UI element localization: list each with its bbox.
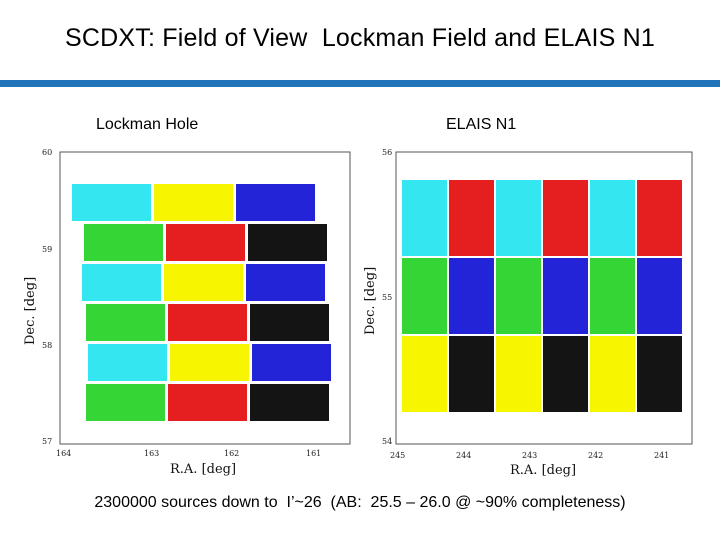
elais-ytick-56: 56: [382, 148, 392, 157]
elais-ytick-55: 55: [382, 293, 392, 302]
elais-tile-r1-c2: [449, 180, 494, 256]
elais-tile-r2-c2: [449, 258, 494, 334]
lockman-tile-r6-c2: [168, 384, 247, 421]
elais-tile-r3-c2: [449, 336, 494, 412]
elais-tile-r2-c3: [496, 258, 541, 334]
lockman-ytick-58: 58: [42, 341, 52, 350]
lockman-tile-r6-c1: [86, 384, 165, 421]
elais-xtick-244: 244: [456, 451, 471, 460]
lockman-ytick-57: 57: [42, 437, 52, 446]
lockman-tile-r4-c2: [168, 304, 247, 341]
lockman-tile-r2-c3: [248, 224, 327, 261]
lockman-ytick-60: 60: [42, 148, 52, 157]
elais-tile-r2-c1: [402, 258, 447, 334]
lockman-tile-r1-c2: [154, 184, 233, 221]
lockman-ytick-59: 59: [42, 245, 52, 254]
lockman-xtick-161: 161: [306, 449, 321, 458]
lockman-hole-label: Lockman Hole: [96, 116, 199, 133]
lockman-xtick-162: 162: [224, 449, 239, 458]
lockman-tile-r6-c3: [250, 384, 329, 421]
elais-n1-label: ELAIS N1: [446, 116, 517, 133]
elais-xtick-242: 242: [588, 451, 603, 460]
slide-title: SCDXT: Field of View Lockman Field and E…: [65, 24, 655, 52]
lockman-tile-r4-c1: [86, 304, 165, 341]
elais-tile-r1-c1: [402, 180, 447, 256]
lockman-tile-r3-c2: [164, 264, 243, 301]
elais-tile-r1-c4: [543, 180, 588, 256]
elais-tile-r3-c6: [637, 336, 682, 412]
elais-tile-r1-c5: [590, 180, 635, 256]
title-divider: [0, 80, 720, 87]
lockman-tile-r4-c3: [250, 304, 329, 341]
lockman-tile-r1-c3: [236, 184, 315, 221]
elais-tile-r2-c6: [637, 258, 682, 334]
elais-n1-plot: 56 55 54 245 244 243 242 241 R.A. [deg] …: [360, 140, 700, 480]
elais-tile-r3-c4: [543, 336, 588, 412]
lockman-tile-r5-c3: [252, 344, 331, 381]
lockman-tile-r2-c1: [84, 224, 163, 261]
lockman-tiles: [72, 184, 331, 421]
elais-tile-r3-c3: [496, 336, 541, 412]
lockman-xtick-163: 163: [144, 449, 159, 458]
elais-tiles: [402, 180, 682, 412]
elais-tile-r1-c3: [496, 180, 541, 256]
elais-tile-r2-c5: [590, 258, 635, 334]
lockman-hole-plot: 60 59 58 57 164 163 162 161 R.A. [deg] D…: [20, 140, 360, 480]
elais-xtick-245: 245: [390, 451, 405, 460]
footer-note: 2300000 sources down to I’~26 (AB: 25.5 …: [94, 494, 626, 511]
lockman-tile-r5-c2: [170, 344, 249, 381]
lockman-tile-r3-c1: [82, 264, 161, 301]
elais-tile-r2-c4: [543, 258, 588, 334]
lockman-ylabel: Dec. [deg]: [23, 277, 38, 345]
lockman-tile-r5-c1: [88, 344, 167, 381]
elais-tile-r1-c6: [637, 180, 682, 256]
elais-ylabel: Dec. [deg]: [363, 267, 378, 335]
lockman-tile-r2-c2: [166, 224, 245, 261]
elais-tile-r3-c1: [402, 336, 447, 412]
elais-xtick-241: 241: [654, 451, 669, 460]
elais-xtick-243: 243: [522, 451, 537, 460]
lockman-xlabel: R.A. [deg]: [170, 462, 236, 477]
lockman-xtick-164: 164: [56, 449, 71, 458]
elais-tile-r3-c5: [590, 336, 635, 412]
elais-xlabel: R.A. [deg]: [510, 463, 576, 478]
lockman-tile-r1-c1: [72, 184, 151, 221]
elais-ytick-54: 54: [382, 437, 392, 446]
lockman-tile-r3-c3: [246, 264, 325, 301]
